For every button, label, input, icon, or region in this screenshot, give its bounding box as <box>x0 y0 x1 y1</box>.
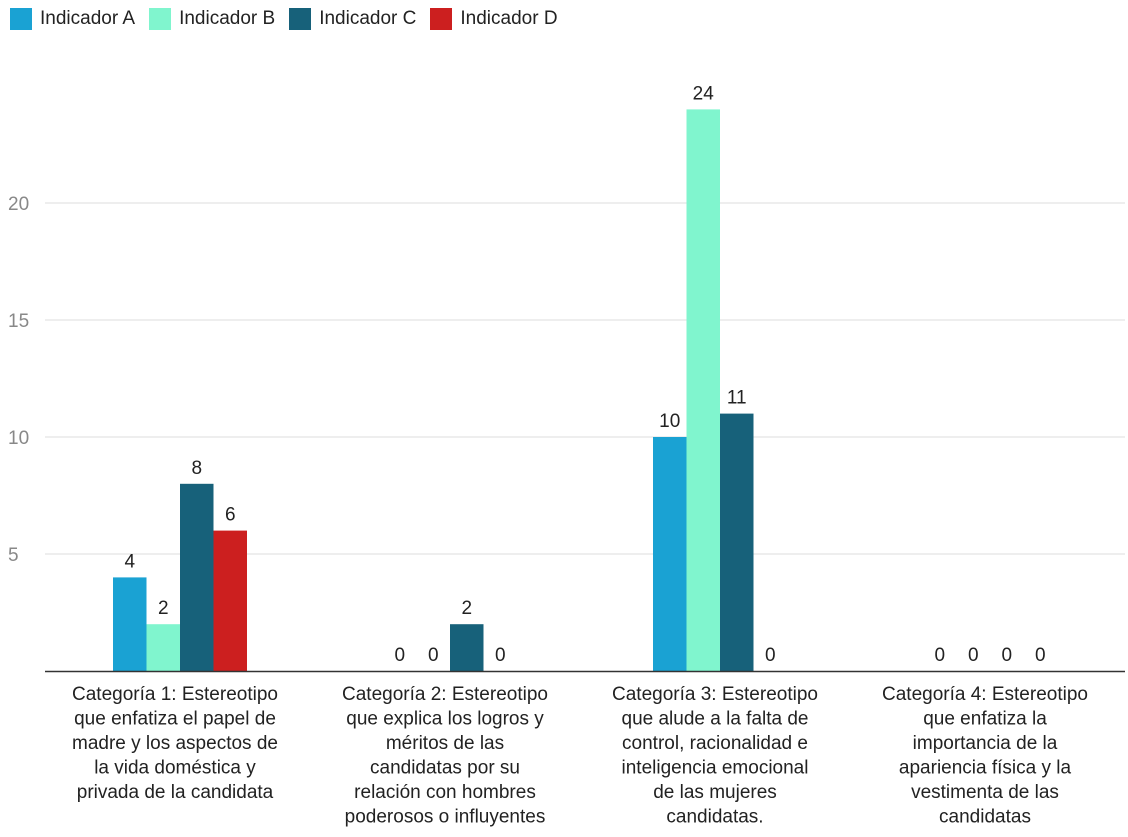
y-tick-label: 5 <box>8 545 19 566</box>
x-tick-label-line: méritos de las <box>386 733 504 754</box>
legend-item: Indicador B <box>149 8 275 30</box>
legend-swatch <box>430 8 453 30</box>
x-tick-label-line: que alude a la falta de <box>622 709 809 730</box>
x-tick-label-line: apariencia física y la <box>899 758 1072 779</box>
legend: Indicador A Indicador B Indicador C Indicad… <box>10 8 572 30</box>
x-tick-label-line: Categoría 4: Estereotipo <box>882 684 1088 705</box>
data-label: 0 <box>1035 645 1046 666</box>
y-tick-label: 10 <box>8 428 29 449</box>
x-tick-label-line: que enfatiza el papel de <box>74 709 276 730</box>
legend-item: Indicador A <box>10 8 135 30</box>
x-tick-label-line: que explica los logros y <box>346 709 544 730</box>
legend-swatch <box>289 8 312 30</box>
x-tick-label-line: de las mujeres <box>653 782 777 803</box>
data-label: 11 <box>727 388 747 409</box>
legend-label: Indicador C <box>319 8 417 29</box>
data-label: 0 <box>394 645 405 666</box>
legend-item: Indicador C <box>289 8 416 30</box>
x-tick-label-line: Categoría 1: Estereotipo <box>72 684 278 705</box>
bar <box>213 530 247 671</box>
legend-label: Indicador B <box>179 8 276 29</box>
legend-swatch <box>10 8 32 30</box>
bar <box>180 483 214 671</box>
legend-label: Indicador D <box>460 8 558 29</box>
data-label: 10 <box>659 411 680 432</box>
data-label: 2 <box>158 598 169 619</box>
data-label: 0 <box>428 645 439 666</box>
x-tick-label-line: relación con hombres <box>354 782 536 803</box>
x-tick-label-line: que enfatiza la <box>923 709 1047 730</box>
x-tick-label: Categoría 4: Estereotipo que enfatiza la i… <box>882 684 1088 828</box>
bar <box>146 624 180 671</box>
x-tick-label-line: candidatas <box>939 807 1031 828</box>
x-tick-label-line: vestimenta de las <box>911 782 1059 803</box>
x-tick-label-line: la vida doméstica y <box>94 758 256 779</box>
y-tick-label: 20 <box>8 194 29 215</box>
data-label: 6 <box>225 505 236 526</box>
x-tick-label-line: Categoría 2: Estereotipo <box>342 684 548 705</box>
data-label: 2 <box>461 598 472 619</box>
bar <box>686 109 720 671</box>
data-label: 0 <box>934 645 945 666</box>
x-tick-label-line: control, racionalidad e <box>622 733 808 754</box>
data-label: 0 <box>968 645 979 666</box>
x-tick-label: Categoría 1: Estereotipo que enfatiza el … <box>72 684 278 803</box>
x-tick-label-line: candidatas. <box>666 807 763 828</box>
x-tick-label: Categoría 2: Estereotipo que explica los … <box>342 684 548 828</box>
bar <box>653 437 687 671</box>
x-tick-label-line: candidatas por su <box>370 758 520 779</box>
x-tick-label-line: privada de la candidata <box>77 782 274 803</box>
y-tick-label: 15 <box>8 311 29 332</box>
x-tick-label-line: inteligencia emocional <box>622 758 809 779</box>
legend-label: Indicador A <box>40 8 136 29</box>
x-tick-label-line: Categoría 3: Estereotipo <box>612 684 818 705</box>
data-label: 0 <box>495 645 506 666</box>
data-label: 24 <box>693 83 715 104</box>
x-tick-label-line: importancia de la <box>913 733 1058 754</box>
legend-item: Indicador D <box>430 8 558 30</box>
legend-swatch <box>149 8 172 30</box>
data-label: 0 <box>1001 645 1012 666</box>
x-tick-label-line: poderosos o influyentes <box>345 807 546 828</box>
data-label: 8 <box>191 458 202 479</box>
data-label: 0 <box>765 645 776 666</box>
x-tick-label: Categoría 3: Estereotipo que alude a la f… <box>612 684 818 828</box>
bar <box>450 624 484 671</box>
x-tick-label-line: madre y los aspectos de <box>72 733 278 754</box>
bar <box>720 413 754 671</box>
bar <box>113 577 147 671</box>
data-label: 4 <box>124 551 135 572</box>
